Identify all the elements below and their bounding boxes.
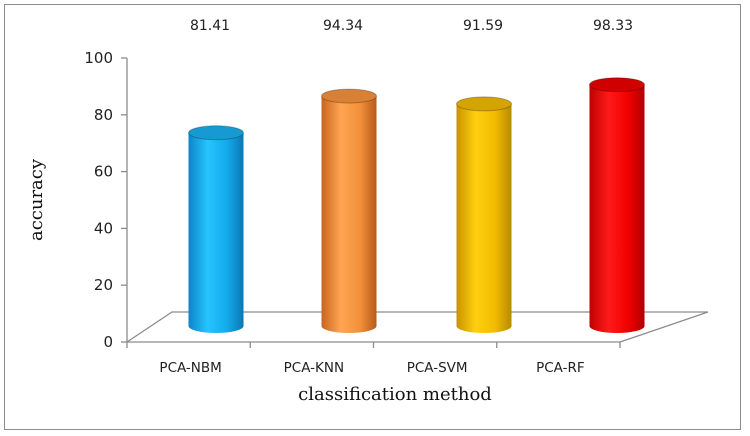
x-category-label: PCA-NBM [159, 360, 221, 376]
value-label: 94.34 [323, 18, 363, 34]
bar-pca-nbm [188, 125, 244, 333]
y-tick-label: 40 [94, 219, 113, 237]
y-tick-label: 100 [84, 49, 113, 67]
value-label: 81.41 [190, 18, 230, 34]
x-category-label: PCA-KNN [284, 360, 344, 376]
chart-frame [4, 4, 741, 430]
bar-pca-knn [321, 88, 377, 333]
value-labels: 81.41 94.34 91.59 98.33 [190, 18, 633, 34]
bar-pca-svm [456, 96, 512, 333]
value-label: 98.33 [593, 18, 633, 34]
y-tick-label: 0 [103, 333, 113, 351]
x-axis-title: classification method [298, 384, 492, 405]
x-category-label: PCA-SVM [407, 360, 468, 376]
value-label: 91.59 [463, 18, 503, 34]
x-category-label: PCA-RF [536, 360, 585, 376]
y-tick-label: 20 [94, 276, 113, 294]
x-axis: PCA-NBM PCA-KNN PCA-SVM PCA-RF [126, 341, 621, 376]
bar-pca-rf [589, 77, 645, 333]
y-axis-title: accuracy [26, 158, 47, 241]
y-axis: 0 20 40 60 80 100 [84, 49, 128, 351]
floor-plane [126, 311, 709, 343]
y-tick-label: 60 [94, 163, 113, 181]
y-tick-label: 80 [94, 106, 113, 124]
bars [188, 77, 645, 333]
